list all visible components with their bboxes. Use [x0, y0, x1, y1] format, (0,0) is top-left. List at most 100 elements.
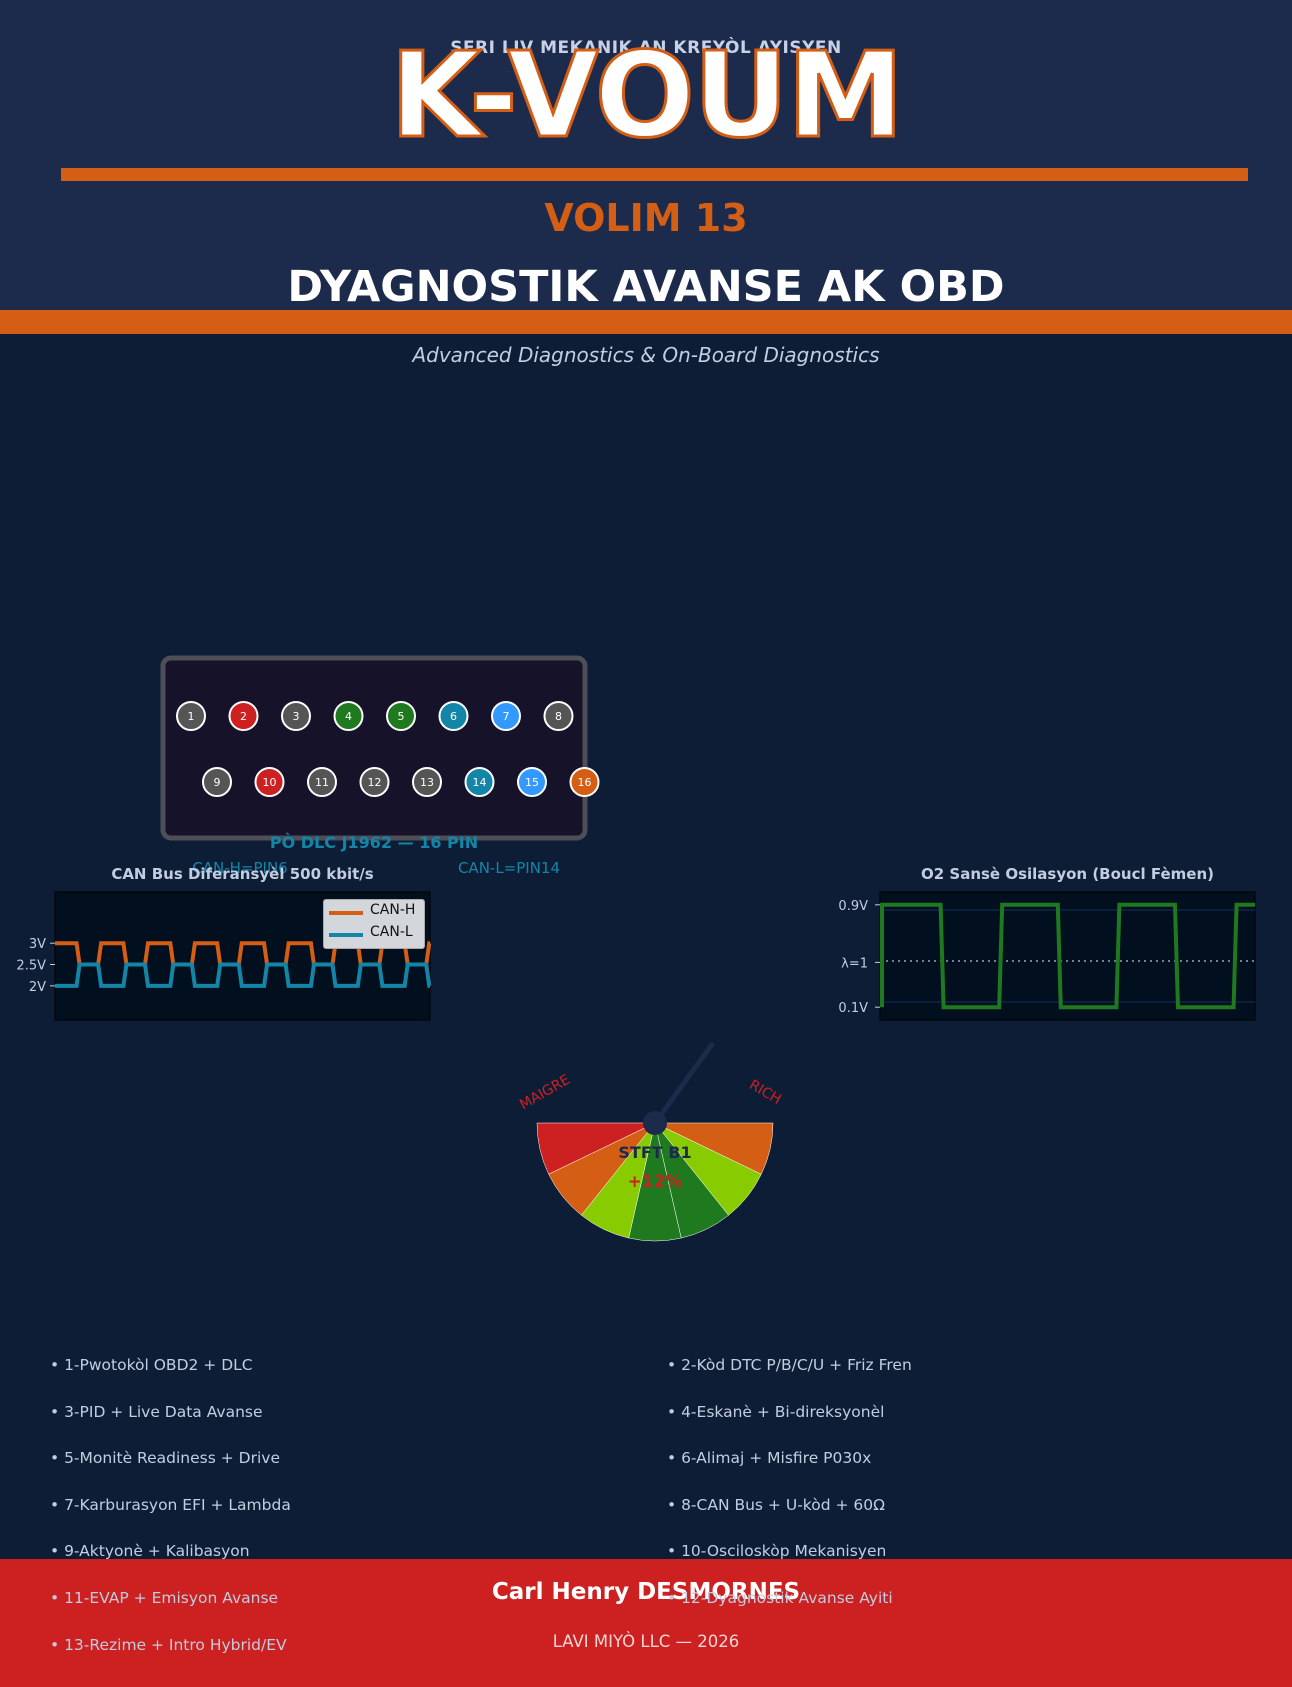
pin-11: 11 [307, 767, 337, 797]
author-name: Carl Henry DESMORNES [491, 1579, 801, 1605]
pin-circle [569, 767, 600, 797]
o2-y-tick-label: λ=1 [841, 956, 868, 971]
pin-circle [412, 767, 442, 797]
footer-band [0, 1559, 1292, 1687]
series-line-can-h [55, 941, 432, 967]
toc-item: • 3-PID + Live Data Avanse [50, 1402, 263, 1421]
stft-gauge: STFT B1 +12% MAIGRE RICH [517, 1041, 784, 1242]
pin-6: 6 [438, 701, 469, 731]
legend-swatch-can-h [329, 911, 363, 915]
pin-12: 12 [359, 767, 390, 797]
pin-circle [491, 701, 521, 731]
pin-number: 16 [578, 776, 592, 789]
pin-circle [202, 767, 232, 797]
gauge-needle [652, 1041, 716, 1125]
connector-pins: 1 2 3 4 5 6 7 89 10 11 12 13 14 15 16 [176, 701, 600, 797]
obd-connector-diagram: 1 2 3 4 5 6 7 89 10 11 12 13 14 15 16 PÒ DLC J1962 — 1… [160, 655, 600, 877]
gauge-sectors [536, 1122, 774, 1242]
legend-label-can-h: CAN-H [370, 902, 416, 918]
can-h-pin-label: CAN-H=PIN6 [192, 859, 287, 877]
toc-item: • 6-Alimaj + Misfire P030x [667, 1449, 872, 1468]
pin-1: 1 [176, 701, 206, 731]
pin-circle [386, 701, 416, 731]
gauge-rich-label: RICH [746, 1077, 784, 1108]
pin-circle [333, 701, 364, 731]
pin-9: 9 [202, 767, 232, 797]
volume-label: VOLIM 13 [544, 196, 748, 240]
toc-item: • 11-EVAP + Emisyon Avanse [50, 1589, 279, 1607]
can-y-tick-label: 2V [29, 980, 46, 995]
pin-8: 8 [543, 701, 574, 731]
pin-3: 3 [281, 701, 311, 731]
o2-plot-area [879, 891, 1256, 1021]
pin-16: 16 [569, 767, 600, 797]
pin-number: 2 [240, 710, 247, 723]
pin-number: 8 [555, 710, 562, 723]
toc-item: • 7-Karburasyon EFI + Lambda [50, 1495, 291, 1514]
pin-circle [307, 767, 337, 797]
header-band [0, 0, 1292, 310]
toc-item: • 12-Dyagnostik Avanse Ayiti [667, 1589, 893, 1607]
toc-item: • 4-Eskanè + Bi-direksyonèl [667, 1402, 885, 1421]
pin-number: 11 [315, 776, 329, 789]
can-chart-title: CAN Bus Diferansyèl 500 kbit/s [111, 865, 374, 883]
pin-number: 1 [188, 710, 195, 723]
pin-circle [359, 767, 390, 797]
pin-circle [543, 701, 574, 731]
series-title: SERI LIV MEKANIK AN KREYÒL AYISYEN [450, 38, 842, 58]
pin-number: 3 [293, 710, 300, 723]
gauge-value: +12% [628, 1172, 683, 1192]
can-l-pin-label: CAN-L=PIN14 [458, 859, 560, 877]
series-line-can-l [55, 962, 432, 988]
pin-number: 10 [263, 776, 277, 789]
series-line-o2 [880, 902, 1255, 1010]
pin-number: 5 [398, 710, 405, 723]
toc-item: • 2-Kòd DTC P/B/C/U + Friz Fren [667, 1356, 912, 1374]
pin-13: 13 [412, 767, 442, 797]
pin-circle [438, 701, 469, 731]
can-y-axis: 3V 2.5V 2V [16, 937, 55, 995]
header-divider [61, 168, 1248, 181]
toc-item: • 1-Pwotokòl OBD2 + DLC [50, 1356, 253, 1374]
title-divider [0, 310, 1292, 334]
o2-y-tick-label: 0.1V [838, 1001, 868, 1016]
toc-item: • 8-CAN Bus + U-kòd + 60Ω [667, 1495, 885, 1514]
pin-2: 2 [228, 701, 259, 731]
book-subtitle: Advanced Diagnostics & On-Board Diagnost… [412, 343, 880, 367]
pin-10: 10 [254, 767, 285, 797]
publisher-line: LAVI MIYÒ LLC — 2026 [552, 1632, 740, 1651]
pin-4: 4 [333, 701, 364, 731]
pin-number: 14 [473, 776, 487, 789]
pin-number: 15 [525, 776, 539, 789]
pin-number: 9 [214, 776, 221, 789]
pin-number: 12 [368, 776, 382, 789]
o2-sensor-chart: 0.9V λ=1 0.1V [838, 891, 1256, 1021]
o2-y-axis: 0.9V λ=1 0.1V [838, 899, 880, 1016]
toc-item: • 10-Osciloskòp Mekanisyen [667, 1542, 887, 1561]
pin-7: 7 [491, 701, 521, 731]
can-y-tick-label: 2.5V [16, 959, 46, 974]
o2-y-tick-label: 0.9V [838, 899, 868, 914]
pin-number: 13 [420, 776, 434, 789]
pin-14: 14 [464, 767, 495, 797]
pin-number: 6 [450, 710, 457, 723]
pin-number: 7 [503, 710, 510, 723]
o2-chart-title: O2 Sansè Osilasyon (Boucl Fèmen) [920, 865, 1214, 883]
pin-circle [254, 767, 285, 797]
pin-circle [176, 701, 206, 731]
toc-item: • 9-Aktyonè + Kalibasyon [50, 1542, 250, 1561]
pin-5: 5 [386, 701, 416, 731]
brand-title: K-VOUM [388, 26, 905, 164]
pin-circle [228, 701, 259, 731]
pin-circle [464, 767, 495, 797]
connector-body [160, 655, 588, 841]
can-chart-legend: CAN-H CAN-L [323, 899, 425, 949]
pin-circle [517, 767, 547, 797]
legend-swatch-can-l [329, 933, 363, 937]
can-y-tick-label: 3V [29, 937, 46, 952]
pin-number: 4 [345, 710, 352, 723]
gauge-label: STFT B1 [618, 1143, 691, 1162]
gauge-hub [643, 1111, 667, 1135]
gauge-lean-label: MAIGRE [517, 1072, 573, 1113]
connector-caption: PÒ DLC J1962 — 16 PIN [270, 833, 478, 852]
